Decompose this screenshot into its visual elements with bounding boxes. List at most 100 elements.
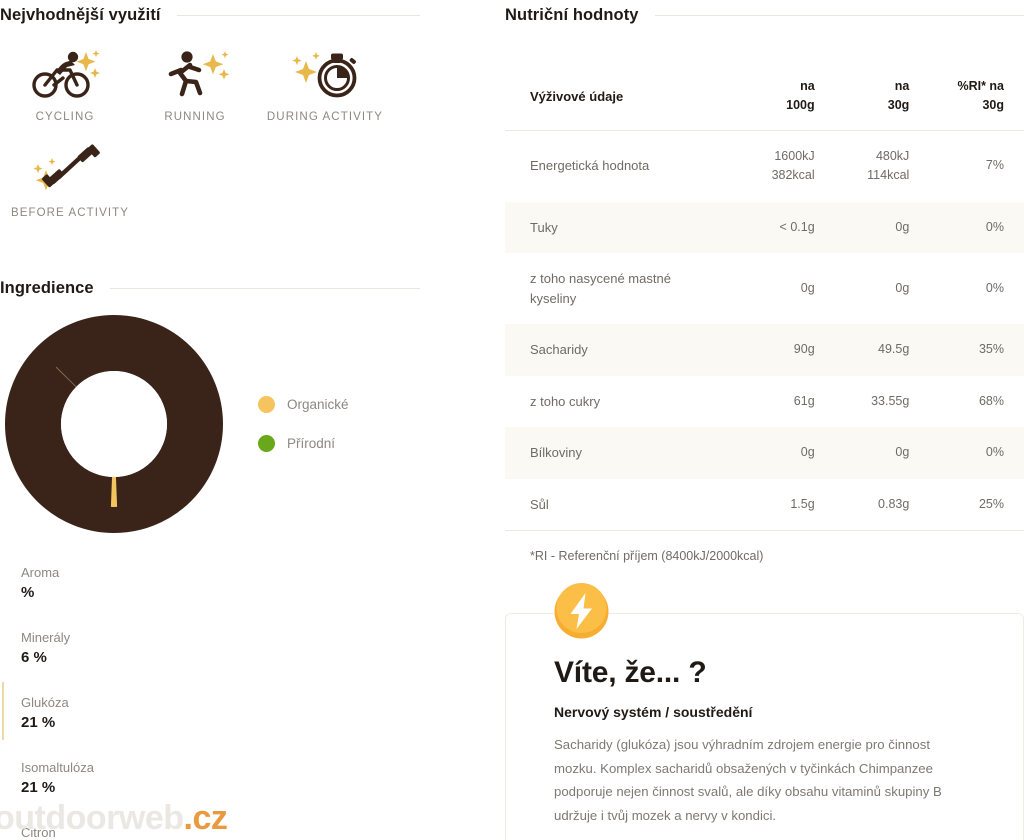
ingredient-item-aroma: Aroma %	[0, 564, 212, 603]
usage-label: RUNNING	[164, 111, 226, 123]
row-label: Sůl	[530, 496, 549, 512]
value-kcal: 382kcal	[771, 168, 815, 183]
usage-grid: CYCLING	[0, 43, 420, 235]
row-value-100g: 90g	[793, 342, 815, 357]
ingredient-item-glukoza: Glukóza 21 %	[0, 694, 212, 733]
legend-swatch-natural-icon	[258, 435, 275, 452]
cycling-icon	[30, 43, 100, 105]
running-icon	[160, 43, 230, 105]
column-header-per30g: na 30g	[835, 63, 930, 130]
info-card: Víte, že... ? Nervový systém / soustředě…	[505, 613, 1024, 840]
ingredient-value: 6 %	[21, 648, 47, 666]
info-card-subtitle: Nervový systém / soustředění	[554, 704, 753, 720]
table-row: z toho nasycené mastné kyseliny 0g 0g 0%	[505, 253, 1024, 324]
ingredient-name: Glukóza	[21, 695, 69, 711]
ingredient-value: 21 %	[21, 714, 56, 732]
nutrition-section-header: Nutriční hodnoty	[505, 6, 1024, 25]
value-kj: 1600kJ	[774, 148, 815, 163]
stopwatch-icon	[290, 43, 360, 105]
usage-heading: Nejvhodnější využití	[0, 6, 161, 24]
heading-divider	[654, 15, 1024, 16]
legend-label: Organické	[287, 397, 349, 412]
row-label: z toho nasycené mastné kyseliny	[530, 271, 671, 306]
row-label: Energetická hodnota	[530, 158, 650, 174]
table-row: Bílkoviny 0g 0g 0%	[505, 427, 1024, 479]
row-value-30g: 49.5g	[878, 342, 910, 357]
nutrition-heading: Nutriční hodnoty	[505, 6, 639, 24]
chart-legend: Organické Přírodní	[258, 396, 349, 452]
header-line1: %RI* na	[957, 79, 1004, 93]
ingredient-item-isomaltuloza: Isomaltulóza 21 %	[0, 759, 212, 798]
ingredient-name: Citron	[21, 825, 56, 840]
nutrition-footnote: *RI - Referenční příjem (8400kJ/2000kcal…	[505, 530, 1024, 583]
lightning-bolt-icon	[553, 583, 610, 640]
ingredient-name: Minerály	[21, 630, 71, 646]
row-value-30g: 0g	[895, 219, 910, 234]
ingredient-name: Isomaltulóza	[21, 760, 94, 776]
ingredients-section-header: Ingredience	[0, 279, 420, 298]
header-line1: na	[800, 79, 815, 93]
row-value-30g: 0g	[895, 280, 910, 295]
ingredient-item-mineraly: Minerály 6 %	[0, 629, 212, 668]
row-value-ri: 0%	[985, 280, 1004, 295]
row-label: z toho cukry	[530, 393, 601, 409]
table-header-row: Výživové údaje na 100g na 30g %RI* na 30…	[505, 63, 1024, 131]
usage-item-cycling: CYCLING	[0, 43, 130, 123]
column-header-ri30g: %RI* na 30g	[929, 63, 1024, 130]
header-line2: 30g	[887, 98, 910, 113]
ingredients-donut-chart	[0, 310, 228, 538]
value-kj: 480kJ	[875, 148, 910, 163]
row-value-30g: 0g	[895, 445, 910, 460]
row-label: Sacharidy	[530, 342, 588, 357]
heading-divider	[176, 15, 420, 16]
info-card-title: Víte, že... ?	[554, 656, 707, 689]
row-value-100g: 1.5g	[790, 496, 815, 511]
table-row: Tuky < 0.1g 0g 0%	[505, 201, 1024, 253]
row-value-ri: 68%	[978, 393, 1004, 408]
row-label: Bílkoviny	[530, 445, 583, 460]
legend-item-organicke: Organické	[258, 396, 349, 413]
row-value-ri: 35%	[978, 342, 1004, 357]
nutrition-table-body: Energetická hodnota 1600kJ 382kcal 480kJ…	[505, 130, 1024, 530]
legend-swatch-organic-icon	[258, 396, 275, 413]
header-line1: na	[894, 79, 910, 93]
right-column: Nutriční hodnoty Výživové údaje na 100g …	[505, 0, 1024, 840]
table-row: Sůl 1.5g 0.83g 25%	[505, 479, 1024, 531]
usage-item-before-activity: BEFORE ACTIVITY	[0, 139, 140, 219]
info-card-wrapper: Víte, že... ? Nervový systém / soustředě…	[505, 583, 1024, 840]
info-card-body: Sacharidy (glukóza) jsou výhradním zdroj…	[554, 737, 942, 823]
value-kcal: 114kcal	[867, 168, 910, 183]
header-line2: 100g	[786, 98, 815, 113]
header-line2: 30g	[982, 98, 1004, 113]
heading-divider	[109, 288, 420, 289]
ingredient-name: Aroma	[21, 565, 60, 580]
row-value-30g: 0.83g	[878, 496, 910, 511]
table-row: Energetická hodnota 1600kJ 382kcal 480kJ…	[505, 130, 1024, 201]
row-value-100g: 0g	[800, 280, 815, 295]
ingredients-section: Ingredience	[0, 279, 420, 840]
usage-section-header: Nejvhodnější využití	[0, 6, 420, 25]
row-value-100g: 1600kJ 382kcal	[740, 130, 835, 201]
legend-label: Přírodní	[287, 436, 336, 451]
ingredient-value: %	[21, 583, 35, 601]
usage-item-running: RUNNING	[130, 43, 260, 123]
ingredient-value: 21 %	[21, 779, 56, 797]
dumbbell-icon	[30, 139, 110, 201]
row-value-30g: 33.55g	[871, 393, 910, 408]
ingredient-accent-bar	[2, 682, 4, 740]
row-value-ri: 25%	[978, 496, 1004, 511]
nutrition-table: Výživové údaje na 100g na 30g %RI* na 30…	[505, 63, 1024, 530]
ingredient-item-citron: Citron 2 %	[0, 824, 212, 840]
usage-label: DURING ACTIVITY	[266, 111, 384, 123]
row-label: Tuky	[530, 219, 558, 235]
usage-label: BEFORE ACTIVITY	[10, 207, 130, 219]
row-value-100g: 61g	[793, 393, 815, 408]
table-row: z toho cukry 61g 33.55g 68%	[505, 376, 1024, 428]
column-header-label: Výživové údaje	[530, 88, 624, 104]
usage-label: CYCLING	[35, 111, 95, 123]
ingredients-chart-row: Organické Přírodní	[0, 310, 420, 538]
row-value-100g: < 0.1g	[779, 219, 815, 234]
ingredient-percentage-grid: Aroma % Minerály 6 % Glukóza 21 % Isomal…	[0, 564, 420, 840]
row-value-ri: 0%	[985, 445, 1004, 460]
